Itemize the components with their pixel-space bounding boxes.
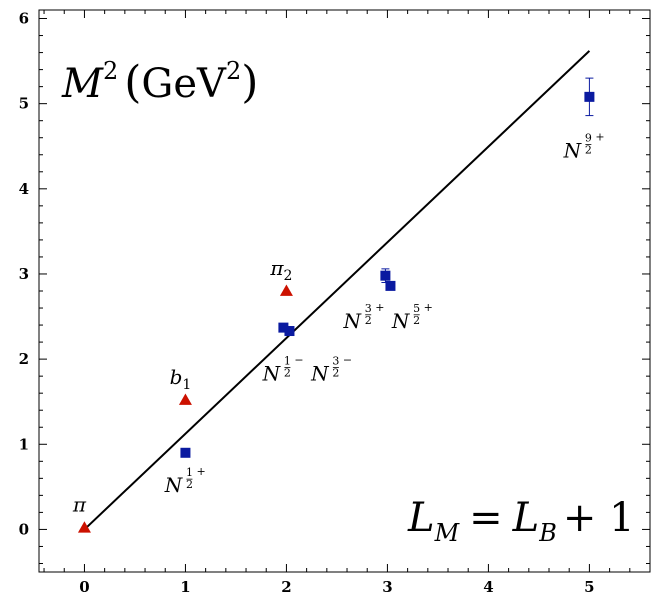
baryon-label-num: 3 xyxy=(332,355,339,368)
ylabel-symbol: M xyxy=(61,61,104,107)
y-tick-label: 1 xyxy=(19,435,29,453)
baryon-label-num: 1 xyxy=(284,355,291,368)
baryon-label-num: 3 xyxy=(365,302,372,315)
relation-lhs-sub: M xyxy=(434,519,461,547)
meson-point xyxy=(178,393,192,405)
baryon-label-base: N xyxy=(262,362,282,386)
baryon-point xyxy=(385,280,396,291)
baryon-label-den: 2 xyxy=(332,367,339,380)
relation-rhs-sub: B xyxy=(538,519,557,547)
x-tick-label: 0 xyxy=(79,578,89,596)
x-tick-label: 3 xyxy=(382,578,392,596)
baryon-label-base: N xyxy=(310,362,330,386)
meson-label-base: π xyxy=(269,256,284,280)
baryon-label-sign: − xyxy=(343,354,352,367)
relation-eq: = xyxy=(469,495,503,541)
baryon-label-sign: + xyxy=(595,131,604,144)
y-tick-label: 5 xyxy=(19,95,29,113)
ylabel-close-paren: ) xyxy=(241,57,258,108)
ylabel-annotation: M2 (GeV2) xyxy=(61,57,258,108)
meson-point xyxy=(77,521,91,533)
axis-ticks xyxy=(39,10,651,572)
baryon-label-den: 2 xyxy=(284,367,291,380)
baryon-label-base: N xyxy=(164,473,184,497)
data-points xyxy=(77,91,595,533)
baryon-point xyxy=(584,91,595,102)
relation-rhs: L xyxy=(512,495,540,541)
baryon-label-den: 2 xyxy=(365,314,372,327)
ylabel-unit: GeV xyxy=(141,61,227,107)
baryon-label-base: N xyxy=(391,309,411,333)
y-tick-label: 6 xyxy=(19,10,29,28)
meson-label: π xyxy=(72,493,87,517)
ylabel-open-paren: ( xyxy=(124,57,141,108)
x-tick-label: 1 xyxy=(180,578,190,596)
baryon-label-base: N xyxy=(563,139,583,163)
y-tick-label: 3 xyxy=(19,265,29,283)
meson-label-base: π xyxy=(72,493,87,517)
y-tick-label: 0 xyxy=(19,520,29,538)
meson-label-sub: 2 xyxy=(284,268,293,284)
baryon-label-den: 2 xyxy=(186,478,193,491)
y-tick-label: 2 xyxy=(19,350,29,368)
baryon-label-num: 9 xyxy=(585,132,592,145)
x-tick-label: 2 xyxy=(281,578,291,596)
ylabel-unit-sup: 2 xyxy=(226,57,241,85)
baryon-point xyxy=(180,447,191,458)
meson-label-base: b xyxy=(170,365,183,389)
baryon-point xyxy=(284,326,295,337)
meson-point xyxy=(279,284,293,296)
baryon-label-sign: + xyxy=(424,301,433,314)
relation-annotation: LM = LB + 1 xyxy=(407,495,635,547)
relation-lhs: L xyxy=(407,495,435,541)
y-tick-label: 4 xyxy=(19,180,29,198)
baryon-label-sign: + xyxy=(196,465,205,478)
baryon-label-den: 2 xyxy=(585,144,592,157)
relation-tail: + 1 xyxy=(563,495,635,541)
baryon-label-num: 5 xyxy=(413,302,420,315)
baryon-point xyxy=(380,270,391,281)
meson-label-sub: 1 xyxy=(182,377,191,393)
ylabel-sup: 2 xyxy=(103,57,118,85)
error-bars xyxy=(381,77,594,283)
baryon-label-den: 2 xyxy=(413,314,420,327)
trend-line xyxy=(83,50,591,531)
baryon-label-base: N xyxy=(342,309,362,333)
x-tick-label: 4 xyxy=(483,578,493,596)
meson-label: π2 xyxy=(269,256,292,284)
baryon-label-sign: − xyxy=(294,354,303,367)
baryon-point xyxy=(278,322,289,333)
x-tick-label: 5 xyxy=(584,578,594,596)
baryon-label-num: 1 xyxy=(186,466,193,479)
baryon-label-sign: + xyxy=(375,301,384,314)
meson-label: b1 xyxy=(170,365,192,393)
